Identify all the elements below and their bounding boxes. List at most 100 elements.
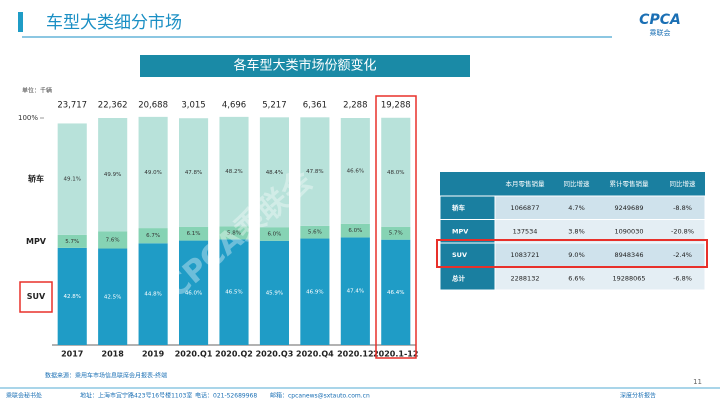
footer-address: 地址：上海市宜宁路423号16号楼1103室	[80, 392, 192, 400]
unit-label: 单位：千辆	[22, 87, 52, 95]
legend-label: SUV	[27, 292, 46, 301]
table-cell: 9249689	[615, 204, 644, 212]
table-cell: 2288132	[511, 274, 540, 282]
total-label: 20,688	[138, 101, 168, 111]
data-label: 45.9%	[266, 290, 283, 296]
x-tick-label: 2020.Q4	[296, 350, 334, 359]
x-tick-label: 2018	[102, 350, 125, 359]
table-cell: 137534	[513, 227, 538, 235]
y-tick-label: 100%	[18, 114, 38, 122]
legend-label: 轿车	[28, 174, 44, 184]
bar-segment	[57, 247, 87, 345]
total-label: 23,717	[57, 101, 87, 111]
data-label: 49.9%	[104, 172, 121, 178]
total-label: 4,696	[222, 101, 246, 111]
table-cell: 1083721	[511, 251, 540, 259]
data-label: 47.8%	[185, 170, 202, 176]
highlight-box	[436, 239, 708, 268]
logo-sub: 乘联会	[650, 28, 671, 37]
table-header: 累计零售销量	[610, 179, 650, 188]
bar-segment	[259, 227, 290, 241]
table-cell: MPV	[452, 227, 468, 235]
bar-segment	[219, 116, 249, 227]
bar-segment	[138, 243, 168, 345]
table-cell: 4.7%	[568, 204, 585, 212]
table-cell: 9.0%	[568, 251, 585, 259]
table-row-bg	[439, 266, 496, 291]
data-label: 46.6%	[347, 168, 364, 174]
source: 数据来源：乘用车市场信息联席会月报表-终端	[45, 372, 167, 380]
bar-segment	[98, 118, 128, 232]
data-label: 6.0%	[348, 228, 362, 234]
bar-segment	[381, 226, 411, 240]
table-cell: 6.6%	[568, 274, 585, 282]
bar-segment	[300, 238, 330, 345]
bar-segment	[57, 234, 87, 248]
data-label: 44.8%	[144, 292, 161, 298]
table-cell: 总计	[452, 273, 466, 282]
chart-title: 各车型大类市场份额变化	[233, 58, 376, 74]
data-label: 42.5%	[104, 294, 121, 300]
table-cell: -8.8%	[673, 204, 692, 212]
x-tick-label: 2020.12	[337, 350, 373, 359]
bar-segment	[57, 123, 87, 235]
data-label: 42.8%	[63, 294, 80, 300]
bar-segment	[259, 240, 290, 345]
footer-org: 乘联会秘书处	[6, 392, 42, 400]
legend-label: MPV	[26, 237, 47, 246]
total-label: 2,288	[343, 101, 367, 111]
data-label: 49.0%	[144, 170, 161, 176]
footer-phone: 电话：021-52689968	[195, 392, 257, 400]
page-number: 11	[693, 378, 702, 386]
x-tick-label: 2020.Q2	[215, 350, 253, 359]
data-label: 49.1%	[63, 177, 80, 183]
data-label: 6.0%	[267, 231, 281, 237]
table-cell: 1090030	[615, 227, 644, 235]
total-label: 3,015	[181, 101, 205, 111]
data-label: 46.0%	[185, 290, 202, 296]
bar-segment	[178, 226, 209, 241]
table-cell: SUV	[452, 251, 467, 259]
total-label: 19,288	[381, 101, 411, 111]
bar-segment	[381, 117, 411, 227]
table-row-bg	[439, 242, 496, 267]
bar-segment	[98, 248, 128, 345]
data-label: 48.0%	[387, 170, 404, 176]
total-label: 6,361	[303, 101, 327, 111]
x-tick-label: 2017	[61, 350, 83, 359]
data-label: 46.9%	[306, 289, 323, 295]
bar-segment	[340, 118, 370, 224]
bar-segment	[259, 117, 290, 228]
table-header: 本月零售销量	[506, 179, 546, 188]
title-mark	[18, 12, 23, 32]
bar-segment	[98, 231, 128, 249]
data-label: 47.4%	[347, 289, 364, 295]
table-header: 同比增速	[670, 179, 697, 188]
x-tick-label: 2020.Q3	[256, 350, 294, 359]
data-label: 48.2%	[225, 169, 242, 175]
table-cell: -6.8%	[673, 274, 692, 282]
data-label: 6.1%	[187, 231, 201, 237]
bar-segment	[381, 239, 411, 345]
bar-segment	[300, 117, 330, 226]
chart-banner	[140, 55, 470, 77]
bar-segment	[219, 226, 249, 240]
x-tick-label: 2019	[142, 350, 165, 359]
table-cell: 1066877	[511, 204, 540, 212]
bar-segment	[219, 239, 249, 345]
data-label: 5.7%	[65, 239, 79, 245]
table-cell: 3.8%	[568, 227, 585, 235]
table-header: 同比增速	[564, 179, 591, 188]
bar-segment	[178, 240, 209, 345]
table-cell: 轿车	[452, 203, 466, 212]
table-cell: 19288065	[612, 274, 645, 282]
table-cell: 8948346	[615, 251, 644, 259]
table-row-bg	[439, 195, 496, 220]
data-label: 7.6%	[106, 237, 120, 243]
data-label: 46.4%	[387, 290, 404, 296]
data-label: 46.5%	[225, 290, 242, 296]
highlight-box	[375, 95, 417, 359]
data-label: 47.8%	[306, 169, 323, 175]
data-label: 5.8%	[227, 230, 241, 236]
